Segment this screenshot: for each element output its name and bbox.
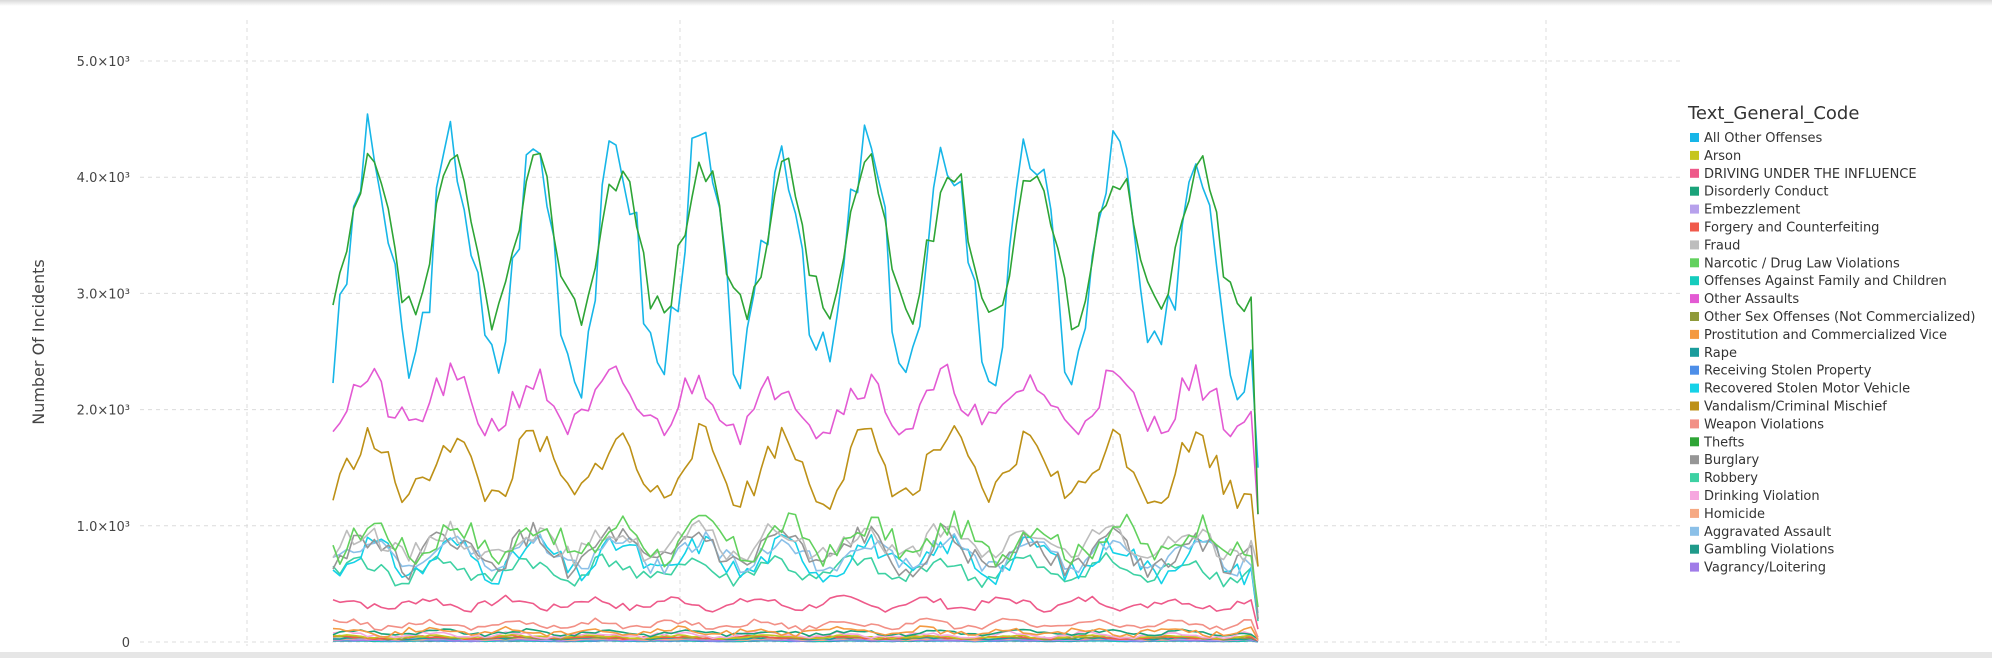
legend: Text_General_Code All Other Offenses Arso… [1687,103,1975,576]
legend-swatch[interactable] [1690,329,1699,339]
legend-swatch[interactable] [1690,544,1699,554]
legend-swatch[interactable] [1690,276,1699,286]
series-line-burglary[interactable] [332,521,1259,619]
legend-swatch[interactable] [1690,508,1699,518]
legend-swatch[interactable] [1690,562,1699,572]
legend-item-label[interactable]: Arson [1704,149,1741,164]
legend-item-label[interactable]: Embezzlement [1704,203,1800,218]
legend-swatch[interactable] [1690,186,1699,196]
legend-item-label[interactable]: Aggravated Assault [1704,525,1831,540]
legend-swatch[interactable] [1690,437,1699,447]
legend-item-label[interactable]: Burglary [1704,453,1759,468]
legend-item-label[interactable]: Homicide [1704,507,1765,522]
legend-swatch[interactable] [1690,150,1699,160]
legend-swatch[interactable] [1690,383,1699,393]
legend-item-label[interactable]: Forgery and Counterfeiting [1704,221,1879,236]
legend-item-label[interactable]: DRIVING UNDER THE INFLUENCE [1704,167,1917,182]
series-line-narcotic-drug-law-violations[interactable] [332,510,1259,608]
legend-item-label[interactable]: Vandalism/Criminal Mischief [1704,400,1887,415]
series-line-other-assaults[interactable] [332,362,1259,515]
legend-item-label[interactable]: Thefts [1703,435,1745,450]
legend-item-label[interactable]: Drinking Violation [1704,489,1820,504]
series-line-drinking-violation[interactable] [332,630,1259,641]
legend-swatch[interactable] [1690,365,1699,375]
y-tick-label: 2.0×10³ [77,404,130,419]
legend-swatch[interactable] [1690,240,1699,250]
y-axis-label: Number Of Incidents [29,259,48,425]
legend-item-label[interactable]: Receiving Stolen Property [1704,364,1872,379]
legend-item-label[interactable]: Other Sex Offenses (Not Commercialized) [1704,310,1975,325]
legend-item-label[interactable]: Gambling Violations [1704,543,1834,558]
legend-item-label[interactable]: Vagrancy/Loitering [1704,561,1826,576]
legend-swatch[interactable] [1690,133,1699,142]
series-line-robbery[interactable] [332,552,1259,622]
series-line-vandalism-criminal-mischief[interactable] [332,422,1259,567]
y-tick-label: 3.0×10³ [77,287,130,302]
legend-item-label[interactable]: Offenses Against Family and Children [1704,274,1947,289]
legend-swatch[interactable] [1690,168,1699,178]
series-line-aggravated-assault[interactable] [332,531,1259,614]
legend-swatch[interactable] [1690,526,1699,536]
legend-item-label[interactable]: All Other Offenses [1704,131,1822,146]
legend-item-label[interactable]: Prostitution and Commercialized Vice [1704,328,1947,343]
horizontal-scrollbar[interactable] [0,652,1992,658]
legend-item-label[interactable]: Robbery [1704,471,1758,486]
legend-swatch[interactable] [1690,473,1699,483]
legend-swatch[interactable] [1690,491,1699,500]
series-line-fraud[interactable] [332,519,1259,567]
legend-item-label[interactable]: Fraud [1704,238,1740,253]
legend-swatch[interactable] [1690,347,1699,357]
legend-swatch[interactable] [1690,401,1699,411]
series-line-driving-under-the-influence[interactable] [332,594,1259,630]
y-tick-label: 4.0×10³ [77,171,130,186]
legend-item-label[interactable]: Rape [1704,346,1737,361]
series-line-all-other-offenses[interactable] [332,113,1259,468]
chart-gridlines [140,20,1684,646]
y-tick-label: 5.0×10³ [77,55,130,70]
y-tick-label: 1.0×10³ [77,520,130,535]
legend-swatch[interactable] [1690,294,1699,304]
legend-swatch[interactable] [1690,419,1699,429]
top-shadow-bar [0,0,1992,6]
legend-item-label[interactable]: Narcotic / Drug Law Violations [1704,256,1900,271]
legend-swatch[interactable] [1690,204,1699,214]
series-line-weapon-violations[interactable] [332,617,1259,638]
legend-swatch[interactable] [1690,222,1699,232]
legend-swatch[interactable] [1690,258,1699,268]
y-tick-label: 0 [122,636,130,651]
legend-item-label[interactable]: Disorderly Conduct [1704,185,1829,200]
legend-swatch[interactable] [1690,312,1699,321]
legend-swatch[interactable] [1690,455,1699,465]
y-axis-ticks: 0 1.0×10³ 2.0×10³ 3.0×10³ 4.0×10³ 5.0×10³ [77,55,130,651]
legend-item-label[interactable]: Weapon Violations [1704,417,1824,432]
series-line-prostitution-and-commercialized-vice[interactable] [332,625,1259,641]
series-lines [332,113,1259,643]
legend-item-label[interactable]: Other Assaults [1704,292,1799,307]
legend-item-label[interactable]: Recovered Stolen Motor Vehicle [1704,382,1910,397]
series-line-disorderly-conduct[interactable] [332,627,1259,640]
series-line-thefts[interactable] [332,152,1259,515]
legend-title: Text_General_Code [1687,103,1859,124]
